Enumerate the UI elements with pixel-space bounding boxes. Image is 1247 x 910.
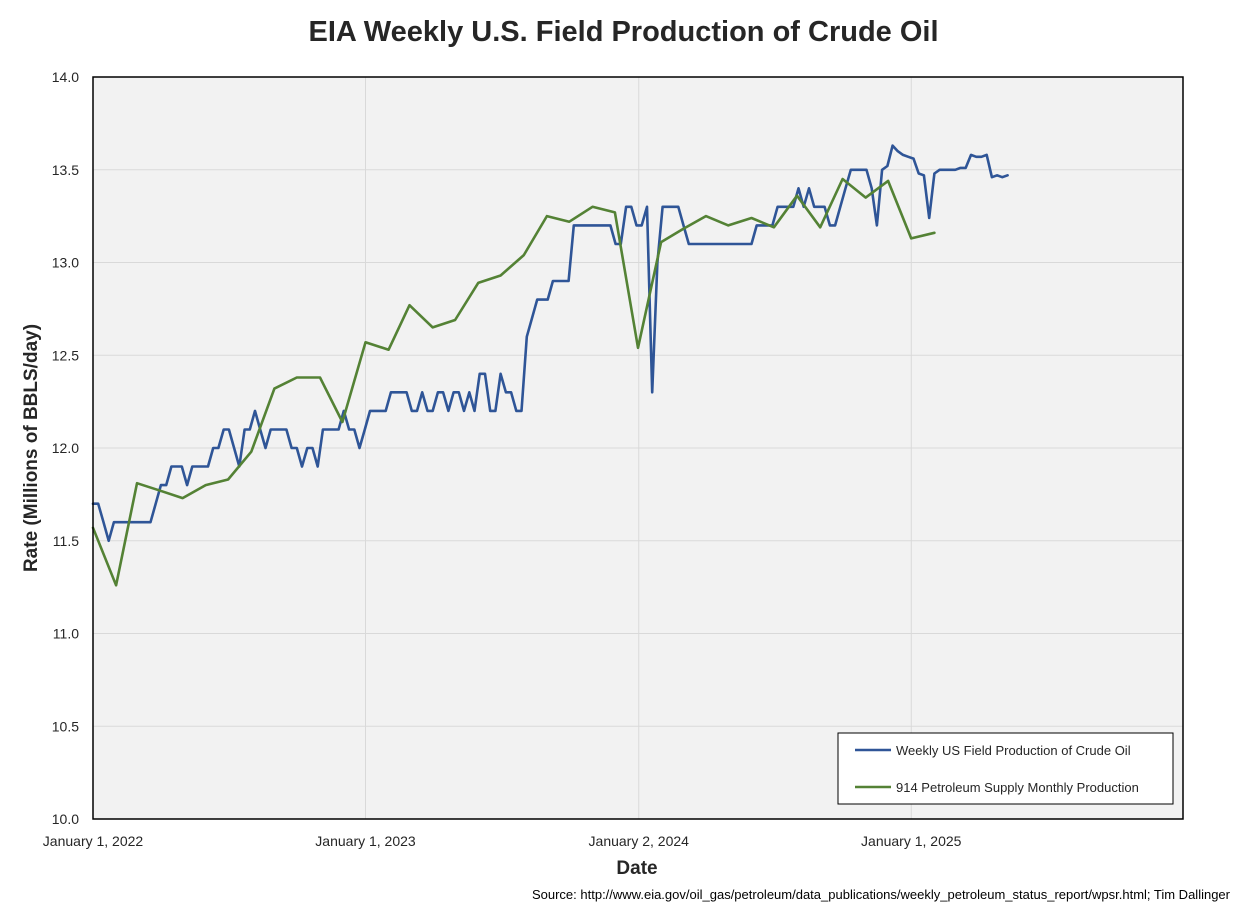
x-tick-label: January 1, 2023: [315, 833, 416, 849]
x-tick-label: January 1, 2022: [43, 833, 144, 849]
y-tick-label: 11.5: [53, 533, 79, 549]
legend-box: [837, 732, 1174, 805]
x-axis-label: Date: [616, 858, 658, 879]
y-tick-label: 13.0: [52, 255, 79, 271]
plot-border: [92, 76, 1184, 820]
weekly-production-line: [91, 144, 1009, 543]
y-tick-label: 14.0: [52, 69, 79, 85]
y-tick-label: 12.5: [52, 347, 79, 363]
y-tick-label: 11.0: [53, 626, 79, 642]
legend: Weekly US Field Production of Crude Oil 9…: [837, 732, 1174, 805]
monthly-914-production-line: [91, 177, 936, 587]
source-note: Source: http://www.eia.gov/oil_gas/petro…: [531, 887, 1230, 902]
y-tick-label: 10.5: [52, 718, 79, 734]
x-tick-label: January 1, 2025: [861, 833, 962, 849]
y-axis-ticks: 10.0 10.5 11.0 11.5 12.0 12.5 13.0 13.5 14.0: [52, 69, 79, 827]
legend-label: Weekly US Field Production of Crude Oil: [896, 743, 1131, 758]
x-tick-label: January 2, 2024: [589, 833, 690, 849]
x-axis-ticks: January 1, 2022 January 1, 2023 January 2,…: [43, 833, 962, 849]
y-tick-label: 12.0: [52, 440, 79, 456]
series-group: [91, 144, 1009, 587]
y-tick-label: 10.0: [52, 811, 79, 827]
chart-title: EIA Weekly U.S. Field Production of Crud…: [308, 16, 939, 48]
legend-label: 914 Petroleum Supply Monthly Production: [896, 780, 1139, 795]
y-tick-label: 13.5: [52, 162, 79, 178]
